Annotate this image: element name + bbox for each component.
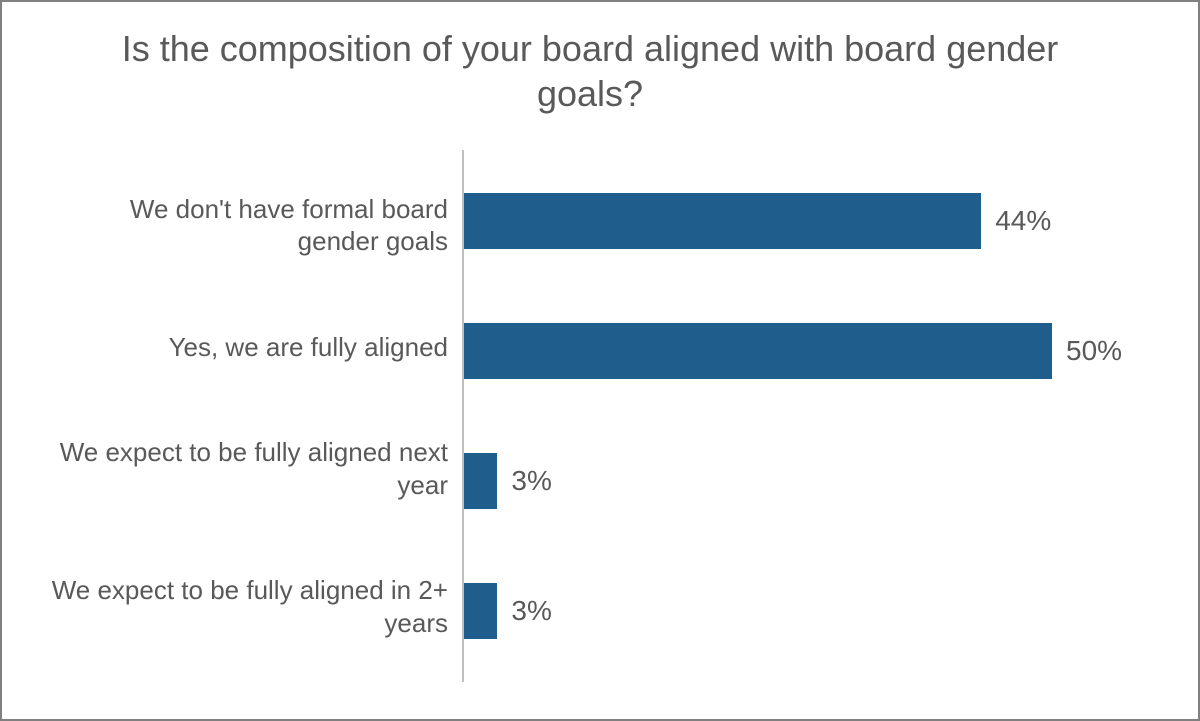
bar-row: 50% [462, 323, 1138, 379]
chart-container: Is the composition of your board aligned… [0, 0, 1200, 721]
plot-area: We don't have formal board gender goals … [42, 156, 1138, 676]
category-label: We expect to be fully aligned in 2+ year… [42, 574, 462, 639]
category-label: We expect to be fully aligned next year [42, 436, 462, 501]
value-label: 3% [511, 595, 551, 627]
bar-row: 3% [462, 583, 1138, 639]
chart-title: Is the composition of your board aligned… [110, 26, 1070, 116]
category-label: We don't have formal board gender goals [42, 193, 462, 258]
value-label: 44% [995, 205, 1051, 237]
bar [462, 193, 981, 249]
bar [462, 323, 1052, 379]
bar-row: 3% [462, 453, 1138, 509]
bar-row: 44% [462, 193, 1138, 249]
bars-column: 44% 50% 3% 3% [462, 156, 1138, 676]
value-label: 50% [1066, 335, 1122, 367]
y-axis-line [462, 150, 464, 682]
bar [462, 453, 497, 509]
category-labels-column: We don't have formal board gender goals … [42, 156, 462, 676]
bar [462, 583, 497, 639]
value-label: 3% [511, 465, 551, 497]
category-label: Yes, we are fully aligned [42, 331, 462, 364]
